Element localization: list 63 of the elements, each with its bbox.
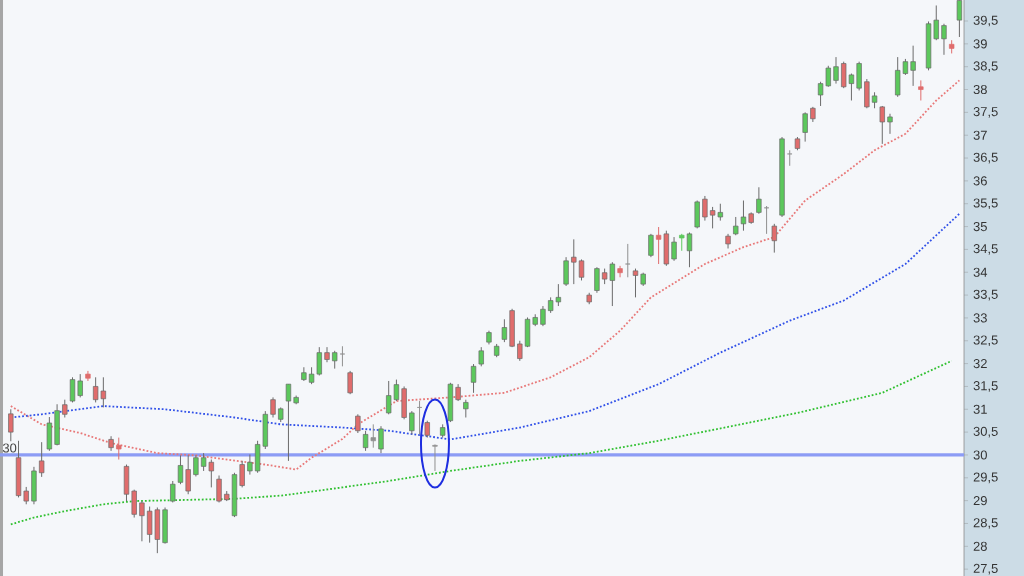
candlestick bbox=[378, 425, 384, 454]
candlestick bbox=[648, 233, 654, 258]
candlestick bbox=[8, 408, 14, 442]
line-series bbox=[9, 212, 961, 441]
candlestick bbox=[54, 403, 60, 446]
candlestick bbox=[447, 382, 454, 423]
candlestick bbox=[31, 466, 37, 505]
candlestick bbox=[69, 376, 76, 403]
candlestick bbox=[540, 305, 546, 327]
candlestick bbox=[216, 475, 222, 503]
candlestick bbox=[941, 23, 947, 56]
candlestick bbox=[386, 380, 392, 415]
candlestick bbox=[370, 423, 376, 449]
candlestick bbox=[77, 373, 83, 398]
candlestick bbox=[756, 186, 762, 215]
candlestick bbox=[347, 370, 353, 395]
candlestick bbox=[702, 195, 708, 222]
candlestick bbox=[625, 243, 631, 278]
candlestick bbox=[116, 437, 122, 461]
candlestick bbox=[555, 283, 562, 307]
candlestick bbox=[285, 383, 292, 462]
candlestick bbox=[355, 413, 361, 434]
candlestick bbox=[910, 45, 916, 87]
candlestick bbox=[895, 56, 901, 98]
candlestick bbox=[15, 440, 22, 498]
candlestick bbox=[609, 261, 616, 307]
candlestick bbox=[956, 0, 963, 38]
candlestick bbox=[339, 345, 346, 367]
candlestick bbox=[879, 105, 885, 145]
candlestick bbox=[154, 506, 160, 554]
candlestick bbox=[92, 376, 99, 403]
candlestick bbox=[632, 268, 639, 298]
candlestick bbox=[501, 318, 508, 343]
candlestick bbox=[100, 376, 107, 408]
candlestick bbox=[686, 232, 693, 268]
candlestick bbox=[162, 506, 168, 545]
candlestick bbox=[470, 363, 477, 394]
candlestick bbox=[563, 256, 569, 287]
candlestick bbox=[740, 200, 747, 232]
candlestick bbox=[316, 346, 322, 376]
candlestick bbox=[841, 61, 847, 89]
candlestick bbox=[771, 223, 777, 254]
candlestick bbox=[802, 111, 808, 143]
candlestick bbox=[432, 443, 438, 472]
candlestick bbox=[887, 113, 893, 135]
candlestick bbox=[709, 206, 716, 229]
candlestick bbox=[825, 65, 831, 88]
candlestick bbox=[146, 506, 153, 544]
candlestick bbox=[617, 265, 623, 278]
candlestick bbox=[671, 236, 677, 262]
candlestick bbox=[918, 79, 924, 101]
candlestick bbox=[833, 56, 839, 85]
candlestick bbox=[362, 430, 369, 452]
candlestick bbox=[231, 472, 238, 518]
candlestick bbox=[571, 238, 577, 285]
candlestick bbox=[46, 416, 53, 452]
candlestick bbox=[663, 230, 669, 267]
candlestick bbox=[578, 258, 585, 281]
candlestick bbox=[594, 266, 600, 294]
candlestick bbox=[925, 20, 932, 71]
candlestick bbox=[655, 226, 662, 265]
candlestick bbox=[177, 454, 184, 485]
candlestick bbox=[478, 346, 484, 367]
